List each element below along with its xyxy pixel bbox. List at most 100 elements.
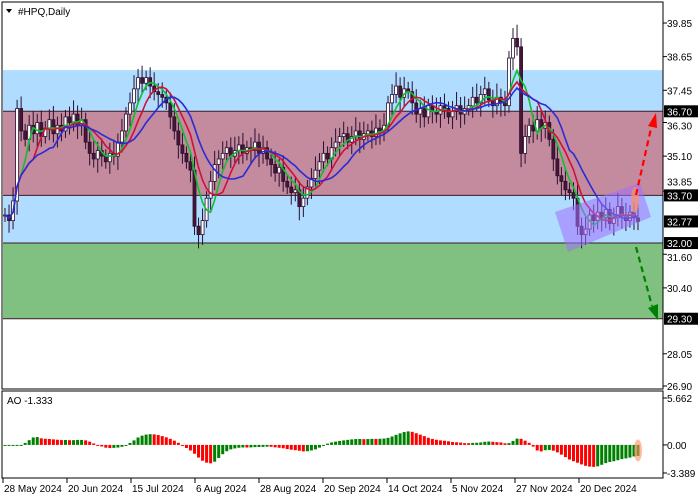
x-tick-label: 14 Oct 2024: [388, 484, 443, 495]
candle-body: [148, 77, 153, 87]
ao-bar: [100, 444, 104, 447]
ao-bar: [592, 444, 596, 467]
candle-body: [559, 175, 564, 182]
ao-bar: [168, 438, 172, 445]
candle-body: [208, 180, 213, 199]
candle: [305, 179, 310, 206]
price-tag-32.00: 32.00: [667, 239, 692, 250]
candle: [345, 126, 350, 150]
candle: [486, 81, 491, 108]
ao-bar: [156, 435, 160, 445]
candle-body: [224, 147, 229, 154]
ao-bar: [237, 444, 241, 448]
ao-bar: [447, 441, 451, 445]
ao-bar: [584, 444, 588, 466]
ao-bar: [588, 444, 592, 467]
ao-bar: [285, 444, 289, 450]
ao-histogram: [3, 431, 642, 467]
ao-bar: [580, 444, 584, 465]
zone-2: [3, 195, 663, 244]
ao-y-tick-label: 5.662: [667, 394, 692, 405]
candle-body: [277, 166, 282, 174]
price-tag-bg: [664, 215, 698, 228]
candle: [563, 169, 568, 201]
ao-bar: [124, 444, 128, 446]
ao-bar: [370, 438, 374, 445]
ao-bar: [608, 444, 612, 462]
candle-body: [390, 94, 394, 104]
ao-bar: [624, 444, 628, 459]
candle-body: [531, 124, 536, 132]
candle-body: [220, 152, 225, 160]
candle-body: [156, 91, 161, 95]
ao-bar: [406, 431, 410, 445]
ao-bar: [47, 438, 51, 445]
ao-bar: [507, 443, 511, 445]
ao-bar: [3, 444, 7, 446]
price-tag-bg: [664, 237, 698, 250]
ao-bar: [217, 444, 221, 458]
candle: [23, 123, 28, 147]
symbol-title: #HPQ,Daily: [18, 7, 70, 18]
ao-bar: [84, 440, 88, 445]
ao-bar: [76, 439, 80, 445]
ao-bar: [442, 440, 446, 445]
ao-y-tick-label: -3.389: [667, 469, 696, 480]
ao-bar: [463, 443, 467, 445]
candle: [341, 121, 346, 147]
candle: [176, 122, 181, 159]
ao-bar: [229, 444, 233, 450]
candle-body: [240, 144, 245, 154]
ao-bar: [398, 433, 402, 445]
ao-bar: [503, 443, 507, 445]
candle-body: [196, 225, 201, 236]
candle-body: [507, 57, 511, 107]
ao-bar: [184, 444, 188, 448]
candle-body: [365, 130, 370, 135]
ao-bar: [551, 444, 555, 451]
candle-body: [511, 38, 515, 59]
ao-bar: [265, 444, 269, 447]
ao-bar: [567, 444, 571, 460]
ao-y-tick-label: 0.00: [667, 441, 687, 452]
candle: [519, 38, 523, 168]
ao-bar: [479, 442, 483, 445]
ao-bar: [309, 444, 313, 451]
ao-bar: [330, 442, 334, 445]
candle-body: [563, 180, 568, 191]
chart-title[interactable]: #HPQ,Daily: [6, 7, 70, 18]
candle-body: [269, 158, 274, 165]
candle-body: [140, 77, 144, 84]
ao-bar: [249, 444, 253, 448]
ao-bar: [390, 436, 394, 445]
ao-bar: [491, 441, 495, 445]
ao-bar: [7, 444, 11, 446]
collapse-triangle-icon[interactable]: [6, 9, 12, 13]
ao-bar: [120, 444, 124, 447]
y-tick-label: 36.30: [667, 121, 692, 132]
candle-body: [55, 124, 60, 135]
support-resistance-zones: [3, 70, 663, 320]
candle: [321, 141, 326, 173]
ao-bar: [59, 440, 63, 445]
ao-bar: [322, 444, 326, 446]
candle: [208, 171, 213, 211]
ao-bar: [297, 444, 301, 451]
candle: [180, 132, 185, 164]
candle-body: [95, 150, 100, 160]
ao-bar: [455, 442, 459, 445]
ao-bar: [418, 434, 422, 445]
candle-body: [470, 96, 475, 107]
ao-bar: [39, 438, 43, 445]
candle-body: [35, 122, 40, 135]
ao-bar: [426, 437, 430, 445]
ao-bar: [197, 444, 201, 458]
candle-body: [341, 133, 346, 137]
ao-bar: [475, 442, 479, 445]
ao-bar: [221, 444, 225, 455]
candle-body: [188, 161, 193, 171]
candle-body: [257, 141, 261, 154]
candle: [200, 208, 205, 246]
ao-bar: [209, 444, 213, 464]
ao-bar: [350, 439, 354, 445]
